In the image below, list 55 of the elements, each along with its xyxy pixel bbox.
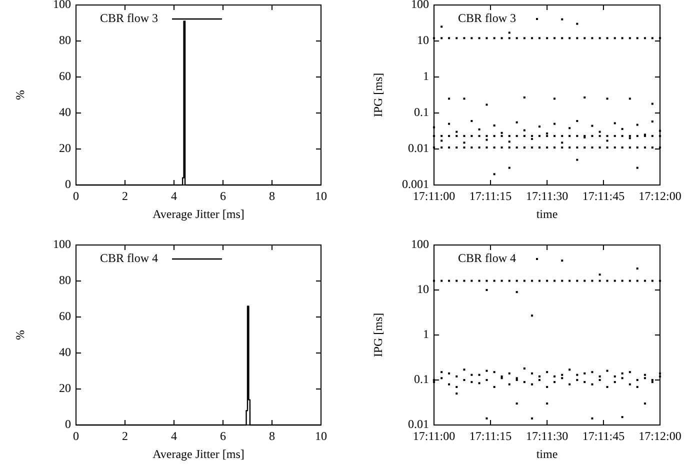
x-tick-label: 10 — [315, 189, 327, 203]
y-tick-label: 0 — [65, 176, 71, 191]
x-tick-label: 2 — [122, 429, 128, 443]
y-tick-label: 80 — [59, 32, 71, 47]
y-axis-title: IPG [ms] — [371, 72, 385, 118]
x-tick-label: 17:11:30 — [526, 189, 568, 203]
x-tick-label: 17:12:00 — [638, 429, 682, 443]
x-tick-label: 17:11:15 — [469, 189, 512, 203]
x-tick-label: 4 — [171, 189, 177, 203]
x-tick-label: 8 — [269, 429, 275, 443]
y-tick-label: 60 — [59, 68, 71, 83]
x-tick-label: 6 — [220, 429, 226, 443]
x-axis-title: time — [536, 207, 558, 221]
x-tick-label: 17:11:45 — [582, 429, 625, 443]
y-tick-label: 40 — [59, 344, 71, 359]
y-tick-label: 60 — [59, 308, 71, 323]
y-tick-label: 1 — [423, 326, 429, 341]
legend-label: CBR flow 4 — [458, 250, 516, 265]
y-tick-label: 80 — [59, 272, 71, 287]
y-axis-title: IPG [ms] — [371, 312, 385, 358]
y-tick-label: 20 — [59, 380, 71, 395]
y-tick-label: 0.1 — [414, 104, 429, 119]
y-tick-label: 100 — [53, 0, 71, 11]
legend-label: CBR flow 3 — [100, 10, 158, 25]
y-tick-label: 0 — [65, 416, 71, 431]
x-axis-title: Average Jitter [ms] — [152, 447, 244, 461]
x-tick-label: 10 — [315, 429, 327, 443]
y-tick-label: 100 — [411, 0, 429, 11]
x-tick-label: 17:11:45 — [582, 189, 625, 203]
legend-label: CBR flow 3 — [458, 10, 516, 25]
x-tick-label: 17:11:00 — [412, 429, 456, 443]
y-tick-label: 100 — [411, 236, 429, 251]
y-tick-label: 0.01 — [408, 416, 429, 431]
y-tick-label: 0.01 — [408, 140, 429, 155]
x-tick-label: 17:11:00 — [412, 189, 456, 203]
legend-label: CBR flow 4 — [100, 250, 158, 265]
y-tick-label: 10 — [417, 282, 429, 296]
x-tick-label: 4 — [171, 429, 177, 443]
x-axis-title: Average Jitter [ms] — [152, 207, 244, 221]
y-tick-label: 10 — [417, 32, 429, 47]
y-tick-label: 100 — [53, 236, 71, 251]
x-tick-label: 17:11:30 — [526, 429, 568, 443]
y-tick-label: 20 — [59, 140, 71, 155]
x-axis-title: time — [536, 447, 558, 461]
y-axis-title: % — [13, 330, 27, 340]
x-tick-label: 6 — [220, 189, 226, 203]
x-tick-label: 17:11:15 — [469, 429, 512, 443]
x-tick-label: 2 — [122, 189, 128, 203]
y-axis-title: % — [13, 90, 27, 100]
y-tick-label: 1 — [423, 68, 429, 83]
x-tick-label: 17:12:00 — [638, 189, 682, 203]
y-tick-label: 0.1 — [414, 372, 429, 386]
x-tick-label: 8 — [269, 189, 275, 203]
y-tick-label: 0.001 — [402, 176, 429, 191]
y-tick-label: 40 — [59, 104, 71, 119]
